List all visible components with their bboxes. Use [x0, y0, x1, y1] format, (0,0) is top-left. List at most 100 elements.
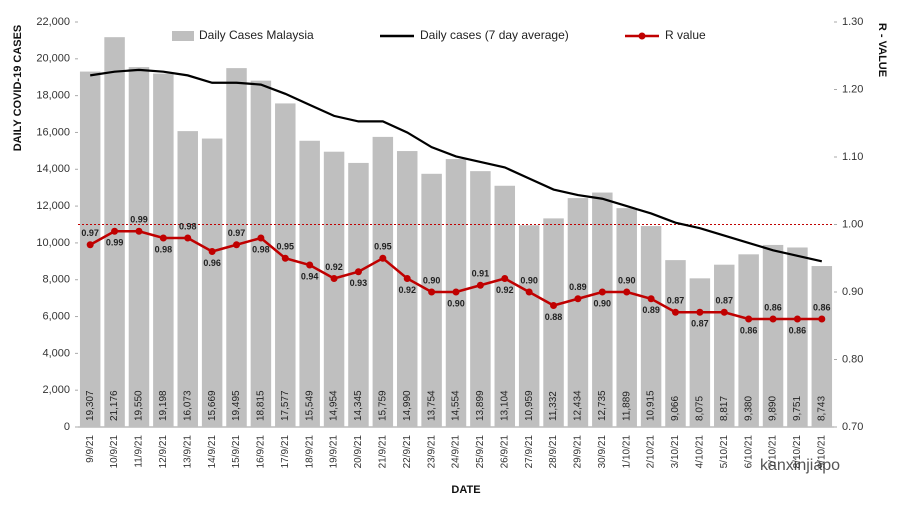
x-tick-label: 2/10/21: [646, 435, 657, 469]
marker: [428, 288, 436, 296]
bar: [299, 140, 320, 427]
y-tick-label: 8,000: [42, 274, 70, 286]
bar-label: 10,959: [524, 390, 535, 421]
y2-tick-label: 0.90: [842, 286, 863, 298]
marker: [86, 241, 94, 249]
marker: [184, 234, 192, 242]
x-tick-label: 14/9/21: [207, 435, 218, 469]
x-tick-label: 9/10/21: [816, 435, 827, 469]
data-label: 0.92: [496, 285, 514, 295]
bar: [470, 171, 491, 427]
marker: [135, 227, 143, 235]
marker: [476, 281, 484, 289]
x-tick-label: 7/10/21: [768, 435, 779, 469]
bar-label: 19,307: [85, 390, 96, 421]
bar-label: 12,735: [597, 390, 608, 421]
bar: [592, 192, 613, 427]
bar-label: 8,817: [719, 396, 730, 421]
y-tick-label: 0: [64, 421, 70, 433]
marker: [623, 288, 631, 296]
marker: [354, 268, 362, 276]
x-tick-label: 13/9/21: [182, 435, 193, 469]
marker: [330, 275, 338, 282]
data-label: 0.90: [594, 298, 612, 308]
y-tick-label: 18,000: [36, 90, 70, 102]
data-label: 0.89: [569, 282, 587, 292]
data-label: 0.99: [130, 215, 148, 225]
bar-label: 19,495: [231, 390, 242, 421]
x-tick-label: 1/10/21: [621, 435, 632, 469]
bar: [714, 264, 735, 427]
y-tick-label: 2,000: [42, 384, 70, 396]
bar: [543, 218, 564, 427]
data-label: 0.86: [789, 325, 807, 335]
x-tick-label: 29/9/21: [573, 435, 584, 469]
marker: [818, 315, 826, 323]
y-axis-title: DAILY COVID-19 CASES: [12, 25, 24, 152]
bar: [811, 266, 833, 427]
data-label: 0.98: [179, 221, 197, 231]
x-axis-title: DATE: [451, 484, 480, 496]
x-tick-label: 11/9/21: [134, 435, 145, 468]
data-label: 0.86: [813, 302, 831, 312]
x-tick-label: 22/9/21: [402, 435, 413, 469]
marker: [233, 241, 241, 249]
bar-label: 8,743: [816, 396, 827, 421]
marker: [574, 295, 582, 303]
bar: [787, 247, 808, 427]
data-label: 0.91: [472, 269, 490, 279]
x-tick-label: 9/9/21: [85, 435, 96, 463]
bar: [201, 138, 223, 427]
bar-label: 15,759: [377, 390, 388, 421]
bar: [518, 225, 540, 427]
marker: [769, 315, 777, 323]
data-label: 0.97: [228, 228, 246, 238]
data-label: 0.93: [350, 278, 368, 288]
marker: [257, 234, 265, 242]
bar: [348, 162, 369, 428]
bar: [177, 131, 198, 427]
y-tick-label: 10,000: [36, 237, 70, 249]
x-tick-label: 28/9/21: [548, 435, 559, 469]
y-tick-label: 6,000: [42, 310, 70, 322]
bar: [762, 244, 784, 427]
legend-swatch: [172, 31, 194, 41]
bar-label: 9,890: [768, 396, 779, 421]
x-tick-label: 30/9/21: [597, 435, 608, 469]
x-tick-label: 21/9/21: [377, 435, 388, 469]
x-tick-label: 10/9/21: [109, 435, 120, 469]
data-label: 0.92: [398, 285, 416, 295]
bar: [494, 185, 516, 427]
data-label: 0.90: [423, 275, 441, 285]
bar-label: 15,549: [304, 390, 315, 421]
marker: [550, 302, 558, 309]
data-label: 0.99: [106, 238, 124, 248]
watermark: kanxinjiapo: [760, 457, 840, 474]
bar-label: 18,815: [256, 390, 267, 421]
marker: [159, 234, 167, 242]
x-tick-label: 4/10/21: [695, 435, 706, 469]
x-tick-label: 24/9/21: [451, 435, 462, 469]
data-label: 0.95: [374, 242, 392, 252]
bar-label: 17,577: [280, 390, 291, 421]
legend-label: Daily Cases Malaysia: [199, 28, 314, 42]
bar-label: 9,066: [670, 396, 681, 421]
data-label: 0.90: [520, 275, 538, 285]
x-tick-label: 5/10/21: [719, 435, 730, 469]
bar-label: 14,345: [353, 390, 364, 421]
bar: [421, 173, 442, 427]
bar-label: 8,075: [695, 396, 706, 421]
marker: [793, 315, 801, 323]
legend-marker: [638, 32, 646, 40]
y2-tick-label: 0.70: [842, 421, 863, 433]
marker: [501, 275, 509, 282]
marker: [403, 275, 411, 282]
data-label: 0.90: [447, 298, 465, 308]
y2-tick-label: 1.20: [842, 83, 863, 95]
bar: [128, 67, 150, 428]
x-tick-label: 20/9/21: [353, 435, 364, 469]
marker: [379, 254, 387, 262]
x-tick-label: 26/9/21: [499, 435, 510, 469]
x-tick-label: 23/9/21: [426, 435, 437, 469]
